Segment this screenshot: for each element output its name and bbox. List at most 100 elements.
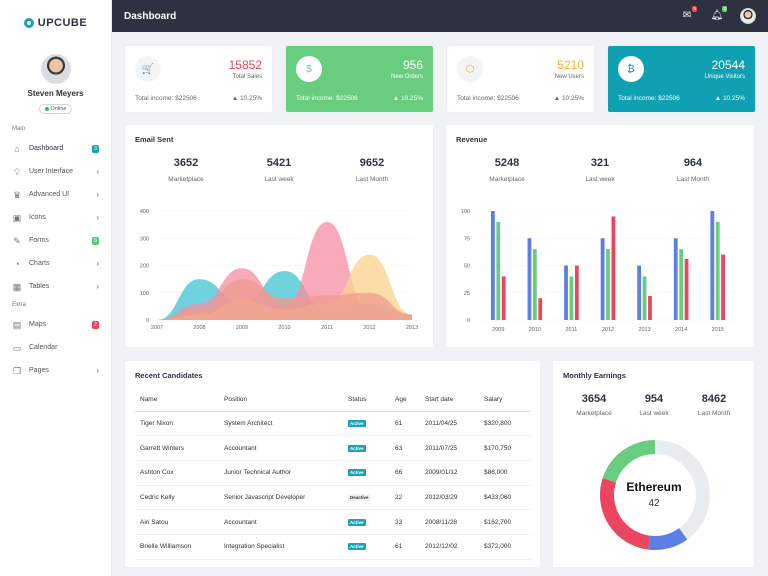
table-row[interactable]: Garrett Winters Accountant Active 63 2011/07… [135, 435, 531, 461]
logo-icon [23, 18, 34, 28]
column-header[interactable]: Salary [479, 389, 531, 412]
table-cell: 2012/03/29 [420, 485, 479, 511]
column-header[interactable]: Age [390, 389, 420, 412]
kpi-value: 3652 [173, 157, 199, 169]
table-row[interactable]: Cedric Kelly Senior Javascript Developer D… [135, 485, 531, 511]
sidebar-item-label: Dashboard [29, 145, 64, 152]
bar [532, 249, 537, 320]
user-profile: Steven Meyers Online [0, 46, 111, 116]
chevron-right-icon: › [96, 213, 99, 222]
sidebar-item-tables[interactable]: ▦ Tables › [0, 275, 111, 298]
kpi-value: 3654 [581, 393, 607, 405]
revenue-title: Revenue [456, 135, 488, 144]
sidebar-item-calendar[interactable]: ▭ Calendar [0, 336, 111, 359]
page-title: Dashboard [124, 10, 177, 22]
earnings-title: Monthly Earnings [563, 371, 626, 380]
recent-candidates-card: Recent Candidates Name Position Status Age S… [125, 361, 540, 567]
sidebar-item-dashboard[interactable]: ⌂ Dashboard 3 [0, 137, 111, 160]
table-cell: Tiger Nixon [135, 411, 219, 437]
y-tick-label: 100 [461, 209, 470, 215]
earnings-donut-chart [600, 440, 710, 550]
column-header[interactable]: Start date [420, 389, 479, 412]
sidebar-item-label: Advanced UI [29, 191, 70, 198]
email-sent-title: Email Sent [135, 135, 174, 144]
table-cell: System Architect [219, 411, 343, 437]
status-badge: Active [348, 469, 366, 477]
kpi: 5421 Last week [244, 157, 314, 183]
pages-icon: ❐ [12, 365, 22, 376]
x-tick-label: 2008 [193, 325, 205, 331]
stat-card: $956 New Orders Total income: $22506 ▲ 10.2… [286, 46, 433, 112]
map-icon: ▤ [12, 319, 22, 330]
column-header[interactable]: Status [343, 389, 390, 412]
chevron-right-icon: › [96, 167, 99, 176]
bar [490, 211, 495, 320]
table-row[interactable]: Tiger Nixon System Architect Active 61 2011/… [135, 411, 531, 437]
candidates-table: Name Position Status Age Start date Salary Ti… [135, 389, 531, 560]
table-cell: $86,000 [479, 460, 531, 486]
stat-label: New Orders [390, 74, 423, 80]
dollar-icon: $ [296, 56, 322, 82]
table-cell: Ashton Cox [135, 460, 219, 486]
cube-icon: ⬡ [457, 56, 483, 82]
column-header[interactable]: Name [135, 389, 219, 412]
sidebar-item-label: Icons [29, 214, 46, 221]
x-tick-label: 2010 [529, 327, 541, 333]
sidebar-item-user-interface[interactable]: 💡︎ User Interface › [0, 160, 111, 183]
kpi-value: 5421 [266, 157, 292, 169]
topbar: Dashboard ✉ 5 🔔︎ 3 [112, 0, 768, 32]
sidebar-badge: 3 [92, 144, 99, 153]
kpi-label: Last Month [676, 176, 710, 183]
pie-icon: ◔ [14, 258, 20, 269]
sidebar-item-maps[interactable]: ▤ Maps 2 [0, 313, 111, 336]
x-tick-label: 2009 [492, 327, 504, 333]
bar [501, 276, 506, 320]
chevron-right-icon: › [96, 366, 99, 375]
table-cell: Integration Specialist [219, 534, 343, 560]
revenue-card: Revenue 5248 Marketplace 321 Last week 964… [446, 125, 754, 347]
stat-footer: Total income: $22506 [457, 95, 519, 102]
table-row[interactable]: Airi Satou Accountant Active 33 2008/11/28 $1… [135, 509, 531, 535]
sidebar-item-label: User Interface [29, 168, 73, 175]
revenue-bar-chart: 0 25 50 75 100 2009 2010 2011 2012 2013 2014 2015 [461, 209, 736, 333]
column-header[interactable]: Position [219, 389, 343, 412]
y-tick-label: 200 [140, 264, 149, 270]
sidebar-item-label: Charts [29, 260, 50, 267]
bell-icon[interactable]: 🔔︎ 3 [710, 6, 727, 21]
x-tick-label: 2012 [602, 327, 614, 333]
logo[interactable]: UPCUBE [0, 0, 111, 46]
donut-slice [648, 527, 688, 550]
y-tick-label: 0 [467, 318, 470, 324]
kpi-label: Marketplace [489, 176, 525, 183]
bar [642, 276, 647, 320]
mail-icon[interactable]: ✉ 5 [682, 6, 697, 21]
x-tick-label: 2014 [675, 327, 687, 333]
user-avatar[interactable] [740, 8, 756, 24]
sidebar-item-pages[interactable]: ❐ Pages › [0, 359, 111, 382]
crown-icon: ♛ [12, 189, 22, 200]
stat-card: 🛒 15852 Total Sales Total income: $22506 ▲ 1… [125, 46, 272, 112]
sidebar-item-icons[interactable]: ▣ Icons › [0, 206, 111, 229]
donut-center: Ethereum 42 [604, 480, 704, 509]
x-tick-label: 2011 [566, 327, 578, 333]
x-tick-label: 2011 [321, 325, 333, 331]
y-tick-label: 25 [464, 291, 470, 297]
table-cell: Active [343, 509, 390, 535]
kpi-label: Last Month [697, 410, 731, 417]
stat-value: 5210 [557, 58, 584, 72]
table-cell: $162,700 [479, 509, 531, 535]
table-cell: 66 [390, 460, 420, 486]
kpi-label: Marketplace [576, 410, 612, 417]
avatar[interactable] [40, 54, 71, 84]
sidebar-item-charts[interactable]: ◔ Charts › [0, 252, 111, 275]
stat-card: ⬡ 5210 New Users Total income: $22506 ▲ 10.2… [447, 46, 594, 112]
menu-main: ⌂ Dashboard 3 💡︎ User Interface › ♛ Advanced UI… [0, 137, 111, 298]
sidebar-item-advanced-ui[interactable]: ♛ Advanced UI › [0, 183, 111, 206]
table-row[interactable]: Brielle Williamson Integration Specialist… [135, 534, 531, 560]
bar [569, 276, 574, 320]
x-tick-label: 2007 [151, 325, 163, 331]
table-row[interactable]: Ashton Cox Junior Technical Author Active 6… [135, 460, 531, 486]
bar [538, 298, 543, 320]
sidebar-item-forms[interactable]: ✎ Forms 8 [0, 229, 111, 252]
brand-name: UPCUBE [37, 17, 88, 29]
